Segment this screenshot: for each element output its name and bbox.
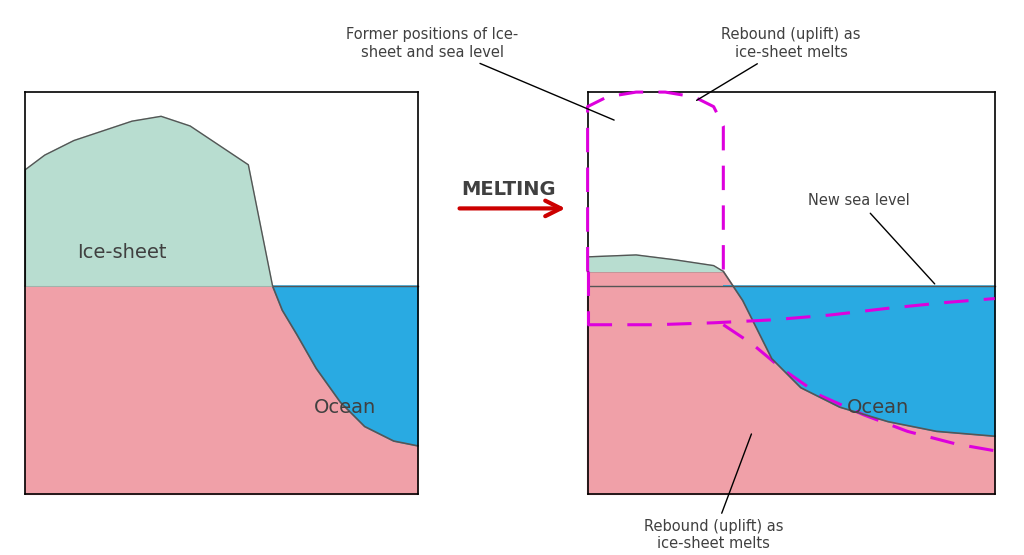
Text: Ocean: Ocean bbox=[847, 397, 909, 417]
Text: Ice-sheet: Ice-sheet bbox=[78, 243, 167, 261]
Text: MELTING: MELTING bbox=[462, 179, 556, 199]
Text: Rebound (uplift) as
ice-sheet melts: Rebound (uplift) as ice-sheet melts bbox=[644, 434, 783, 551]
Text: Ocean: Ocean bbox=[314, 397, 377, 417]
Polygon shape bbox=[588, 255, 723, 271]
Text: Rebound (uplift) as
ice-sheet melts: Rebound (uplift) as ice-sheet melts bbox=[696, 27, 861, 100]
Polygon shape bbox=[26, 117, 272, 286]
Text: New sea level: New sea level bbox=[808, 193, 935, 284]
Polygon shape bbox=[272, 286, 418, 446]
Polygon shape bbox=[588, 271, 994, 495]
Polygon shape bbox=[26, 286, 418, 495]
Polygon shape bbox=[723, 286, 994, 436]
Text: Former positions of Ice-
sheet and sea level: Former positions of Ice- sheet and sea l… bbox=[346, 27, 614, 120]
